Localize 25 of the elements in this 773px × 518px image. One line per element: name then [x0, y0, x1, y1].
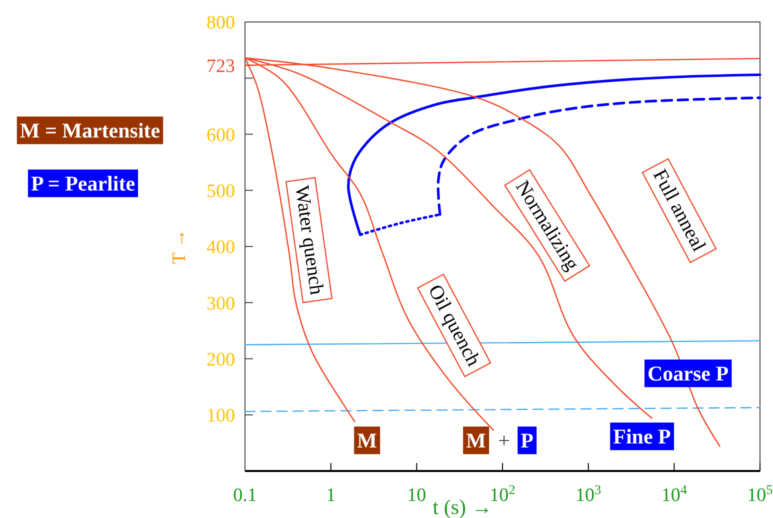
y-tick-label: 723: [206, 56, 235, 77]
y-tick-label: 200: [206, 349, 235, 370]
x-tick-label: 10$^{2}$: [490, 482, 516, 506]
y-tick-label: 600: [206, 124, 235, 146]
annotation: P: [520, 428, 534, 452]
x-tick-label: 10$^{5}$: [747, 482, 773, 506]
text: P = Pearlite: [30, 171, 136, 196]
x-tick-label: 1: [326, 485, 336, 506]
text: M = Martensite: [20, 118, 160, 142]
annotation: Water quench: [290, 184, 328, 296]
y-tick-label: 800: [206, 12, 235, 34]
y-tick-label: 100: [206, 406, 235, 427]
y-axis-title: T →: [169, 228, 190, 264]
x-tick-label: 10: [407, 485, 426, 506]
x-tick-label: 10$^{4}$: [661, 482, 688, 506]
x-tick-label: 0.1: [233, 485, 257, 506]
y-tick-label: 400: [206, 237, 235, 258]
y-tick-label: 300: [206, 293, 235, 314]
y-tick-label: 500: [206, 181, 235, 202]
annotation: Fine P: [613, 424, 672, 448]
annotation: M: [466, 428, 486, 452]
annotation: +: [498, 428, 510, 452]
x-tick-label: 10$^{3}$: [576, 482, 602, 506]
annotation: Coarse P: [647, 361, 729, 386]
annotation: M: [357, 428, 378, 452]
